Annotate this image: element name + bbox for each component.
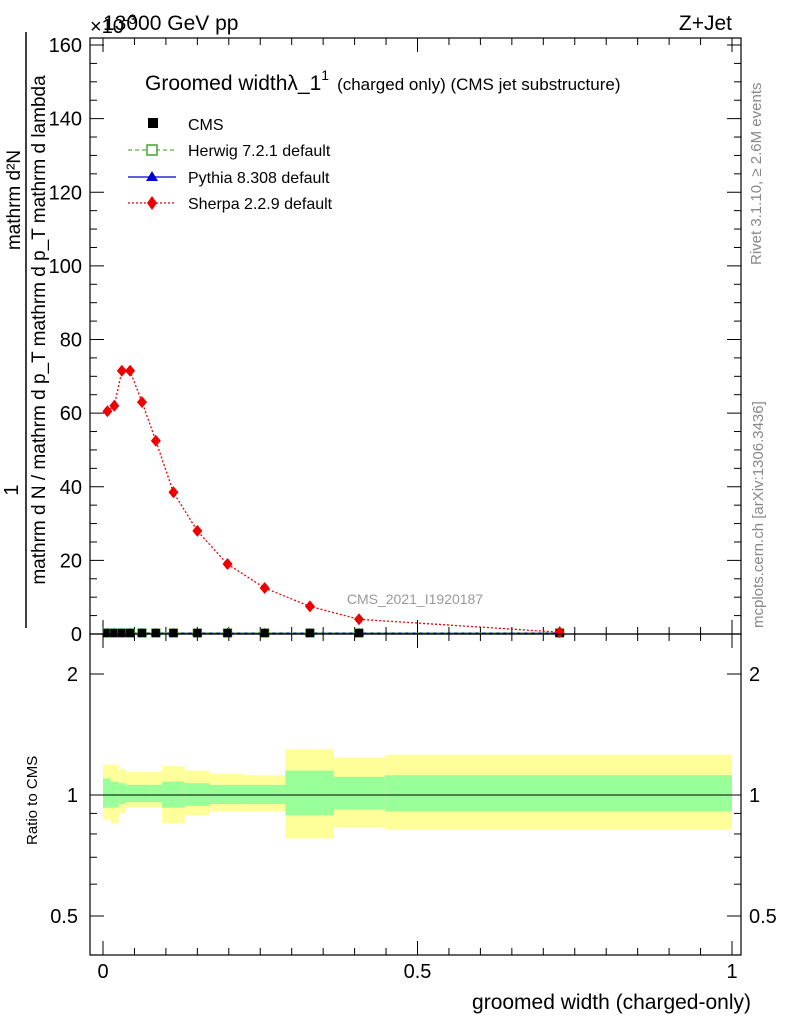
cms-marker-icon xyxy=(148,118,158,128)
x-axis-label: groomed width (charged-only) xyxy=(472,991,751,1014)
main-y-tick-label: 140 xyxy=(49,109,82,131)
main-series-layer xyxy=(102,364,565,639)
ratio-y-tick-label-right: 1 xyxy=(749,785,760,807)
mcplots-reference: mcplots.cern.ch [arXiv:1306.3436] xyxy=(750,401,767,628)
cms-point xyxy=(355,629,364,637)
ratio-inner-band xyxy=(209,784,245,804)
axis-exponent-power: -3 xyxy=(124,11,137,27)
axis-exponent: ×10-3 xyxy=(90,11,137,38)
sherpa-point xyxy=(102,405,113,418)
process-label: Z+Jet xyxy=(679,12,732,35)
cms-point xyxy=(193,629,202,637)
cms-point xyxy=(260,629,269,637)
rivet-version: Rivet 3.1.10, ≥ 2.6M events xyxy=(748,83,765,266)
main-y-tick-label: 40 xyxy=(60,477,82,499)
cms-point xyxy=(126,629,135,637)
ratio-inner-band xyxy=(150,784,163,803)
sherpa-point xyxy=(304,600,315,613)
plot-title-tail: (charged only) (CMS jet substructure) xyxy=(337,75,620,94)
ratio-inner-band xyxy=(125,784,135,803)
y-label-denominator: mathrm d N / mathrm d p_T mathrm d p_T m… xyxy=(29,75,50,585)
legend-item-pythia: Pythia 8.308 default xyxy=(128,170,330,187)
main-y-tick-label: 120 xyxy=(49,182,82,204)
y-label-one: 1 xyxy=(1,484,23,495)
ratio-inner-band xyxy=(244,784,286,804)
ratio-inner-band xyxy=(103,778,111,808)
ratio-bands-layer xyxy=(103,749,732,839)
sherpa-point xyxy=(168,486,179,499)
sherpa-point xyxy=(354,613,365,626)
cms-point xyxy=(151,629,160,637)
legend-item-cms: CMS xyxy=(148,117,224,134)
sherpa-point xyxy=(222,558,233,571)
sherpa-point xyxy=(109,399,120,412)
legend-item-sherpa: Sherpa 2.2.9 default xyxy=(128,196,333,213)
ratio-y-tick-label: 0.5 xyxy=(50,906,78,928)
sherpa-point xyxy=(136,396,147,409)
ratio-y-tick-label: 2 xyxy=(67,664,78,686)
cms-point xyxy=(169,629,178,637)
sherpa-point xyxy=(192,524,203,537)
main-y-tick-label: 100 xyxy=(49,256,82,278)
plot-title-symbol: λ_1 xyxy=(287,72,321,95)
cms-point xyxy=(110,629,119,637)
sherpa-line xyxy=(106,370,560,633)
ratio-inner-band xyxy=(384,775,732,812)
cms-point xyxy=(305,629,314,637)
ratio-x-tick-label: 0.5 xyxy=(404,961,432,983)
main-y-tick-label: 80 xyxy=(60,330,82,352)
ratio-y-tick-label: 1 xyxy=(67,785,78,807)
ratio-x-axis: 0 0.5 1 xyxy=(97,634,738,983)
main-y-axis: 0 20 40 60 80 100 120 140 160 xyxy=(49,35,741,646)
ratio-inner-band xyxy=(118,783,126,804)
sherpa-point xyxy=(116,364,127,377)
legend-label-sherpa: Sherpa 2.2.9 default xyxy=(188,196,333,213)
ratio-y-label: Ratio to CMS xyxy=(24,756,41,845)
plot-title: Groomed widthλ_11 (charged only) (CMS jet… xyxy=(145,67,621,95)
cms-point xyxy=(137,629,146,637)
ratio-inner-band xyxy=(184,783,210,806)
main-y-tick-label: 0 xyxy=(71,624,82,646)
ratio-y-tick-label-right: 0.5 xyxy=(749,906,777,928)
pythia-marker-icon xyxy=(146,171,158,181)
sherpa-point xyxy=(125,364,136,377)
cms-point xyxy=(223,629,232,637)
plot-title-super: 1 xyxy=(321,67,329,83)
ratio-x-tick-label: 1 xyxy=(726,961,737,983)
sherpa-marker-icon xyxy=(147,196,157,210)
ratio-y-axis: 0.5 0.5 1 1 2 2 xyxy=(50,664,777,956)
ratio-inner-band xyxy=(333,776,385,810)
legend-label-pythia: Pythia 8.308 default xyxy=(188,170,330,187)
sherpa-point xyxy=(259,581,270,594)
legend-item-herwig: Herwig 7.2.1 default xyxy=(128,143,331,160)
ratio-inner-band xyxy=(285,770,334,816)
analysis-watermark: CMS_2021_I1920187 xyxy=(347,591,483,607)
cms-point xyxy=(117,629,126,637)
main-y-tick-label: 20 xyxy=(60,550,82,572)
ratio-x-tick-label: 0 xyxy=(97,961,108,983)
ratio-y-tick-label-right: 2 xyxy=(749,664,760,686)
main-y-label: 1 mathrm d²N mathrm d N / mathrm d p_T m… xyxy=(1,32,50,628)
sherpa-point xyxy=(150,434,161,447)
main-y-tick-label: 160 xyxy=(49,35,82,57)
sherpa-point xyxy=(554,626,565,639)
energy-label: 13000 GeV pp xyxy=(103,12,238,35)
ratio-inner-band xyxy=(134,784,151,803)
herwig-marker-icon xyxy=(146,144,158,156)
main-y-tick-label: 60 xyxy=(60,403,82,425)
y-label-numerator: mathrm d²N xyxy=(4,150,25,250)
legend-label-herwig: Herwig 7.2.1 default xyxy=(188,143,331,160)
legend-label-cms: CMS xyxy=(188,117,224,134)
plot-title-main: Groomed width xyxy=(145,72,287,95)
cms-point xyxy=(103,629,112,637)
legend: CMS Herwig 7.2.1 default Pythia 8.308 de… xyxy=(128,117,333,213)
